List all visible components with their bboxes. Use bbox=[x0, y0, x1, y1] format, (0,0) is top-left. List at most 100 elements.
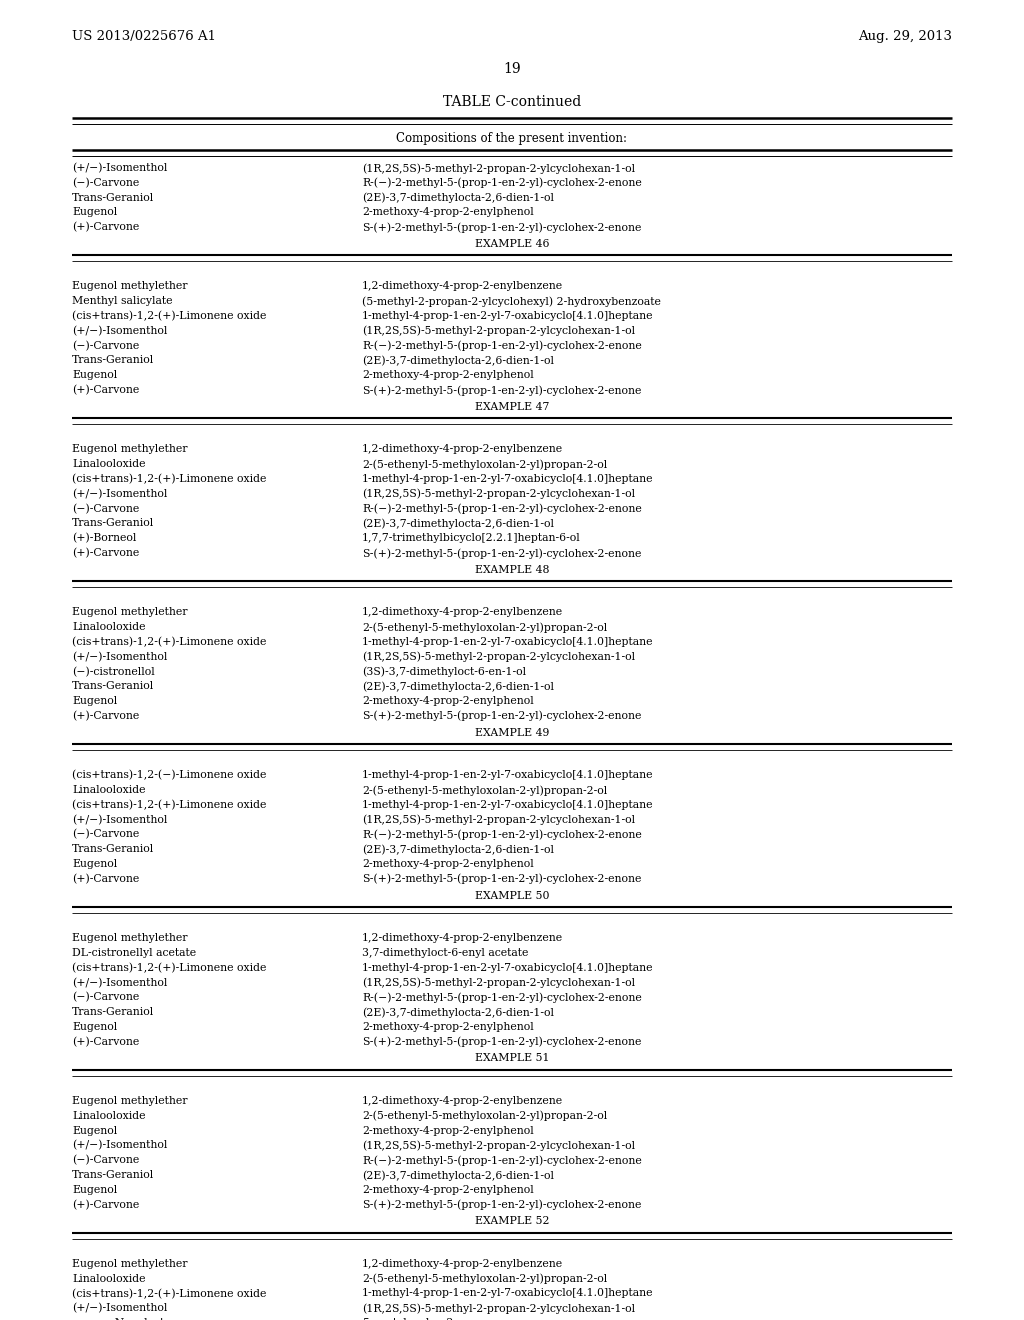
Text: 1-methyl-4-prop-1-en-2-yl-7-oxabicyclo[4.1.0]heptane: 1-methyl-4-prop-1-en-2-yl-7-oxabicyclo[4… bbox=[362, 770, 653, 780]
Text: EXAMPLE 52: EXAMPLE 52 bbox=[475, 1217, 549, 1226]
Text: (+/−)-Isomenthol: (+/−)-Isomenthol bbox=[72, 488, 167, 499]
Text: DL-cistronellyl acetate: DL-cistronellyl acetate bbox=[72, 948, 197, 958]
Text: EXAMPLE 47: EXAMPLE 47 bbox=[475, 401, 549, 412]
Text: (1R,2S,5S)-5-methyl-2-propan-2-ylcyclohexan-1-ol: (1R,2S,5S)-5-methyl-2-propan-2-ylcyclohe… bbox=[362, 978, 635, 989]
Text: 2-(5-ethenyl-5-methyloxolan-2-yl)propan-2-ol: 2-(5-ethenyl-5-methyloxolan-2-yl)propan-… bbox=[362, 785, 607, 796]
Text: Linalooloxide: Linalooloxide bbox=[72, 622, 145, 632]
Text: Trans-Geraniol: Trans-Geraniol bbox=[72, 1170, 155, 1180]
Text: Eugenol: Eugenol bbox=[72, 859, 118, 869]
Text: 1,2-dimethoxy-4-prop-2-enylbenzene: 1,2-dimethoxy-4-prop-2-enylbenzene bbox=[362, 445, 563, 454]
Text: (2E)-3,7-dimethylocta-2,6-dien-1-ol: (2E)-3,7-dimethylocta-2,6-dien-1-ol bbox=[362, 681, 554, 692]
Text: US 2013/0225676 A1: US 2013/0225676 A1 bbox=[72, 30, 216, 44]
Text: (cis+trans)-1,2-(+)-Limonene oxide: (cis+trans)-1,2-(+)-Limonene oxide bbox=[72, 312, 266, 322]
Text: Linalooloxide: Linalooloxide bbox=[72, 1111, 145, 1121]
Text: 5-pentyloxolan-2-one: 5-pentyloxolan-2-one bbox=[362, 1319, 477, 1320]
Text: (−)-cistronellol: (−)-cistronellol bbox=[72, 667, 155, 677]
Text: 1-methyl-4-prop-1-en-2-yl-7-oxabicyclo[4.1.0]heptane: 1-methyl-4-prop-1-en-2-yl-7-oxabicyclo[4… bbox=[362, 962, 653, 973]
Text: (+)-Carvone: (+)-Carvone bbox=[72, 711, 139, 721]
Text: Trans-Geraniol: Trans-Geraniol bbox=[72, 845, 155, 854]
Text: (+)-Carvone: (+)-Carvone bbox=[72, 385, 139, 396]
Text: 19: 19 bbox=[503, 62, 521, 77]
Text: S-(+)-2-methyl-5-(prop-1-en-2-yl)-cyclohex-2-enone: S-(+)-2-methyl-5-(prop-1-en-2-yl)-cycloh… bbox=[362, 222, 641, 232]
Text: 2-methoxy-4-prop-2-enylphenol: 2-methoxy-4-prop-2-enylphenol bbox=[362, 1022, 534, 1032]
Text: (cis+trans)-1,2-(+)-Limonene oxide: (cis+trans)-1,2-(+)-Limonene oxide bbox=[72, 962, 266, 973]
Text: (+/−)-Isomenthol: (+/−)-Isomenthol bbox=[72, 978, 167, 987]
Text: (cis+trans)-1,2-(+)-Limonene oxide: (cis+trans)-1,2-(+)-Limonene oxide bbox=[72, 474, 266, 484]
Text: (+)-Carvone: (+)-Carvone bbox=[72, 222, 139, 232]
Text: (+)-Carvone: (+)-Carvone bbox=[72, 1036, 139, 1047]
Text: (1R,2S,5S)-5-methyl-2-propan-2-ylcyclohexan-1-ol: (1R,2S,5S)-5-methyl-2-propan-2-ylcyclohe… bbox=[362, 1303, 635, 1313]
Text: Eugenol methylether: Eugenol methylether bbox=[72, 1096, 187, 1106]
Text: S-(+)-2-methyl-5-(prop-1-en-2-yl)-cyclohex-2-enone: S-(+)-2-methyl-5-(prop-1-en-2-yl)-cycloh… bbox=[362, 711, 641, 722]
Text: Menthyl salicylate: Menthyl salicylate bbox=[72, 296, 172, 306]
Text: EXAMPLE 49: EXAMPLE 49 bbox=[475, 727, 549, 738]
Text: (+)-Borneol: (+)-Borneol bbox=[72, 533, 136, 544]
Text: Eugenol methylether: Eugenol methylether bbox=[72, 933, 187, 942]
Text: 2-methoxy-4-prop-2-enylphenol: 2-methoxy-4-prop-2-enylphenol bbox=[362, 859, 534, 869]
Text: Eugenol methylether: Eugenol methylether bbox=[72, 445, 187, 454]
Text: (−)-Carvone: (−)-Carvone bbox=[72, 504, 139, 513]
Text: (2E)-3,7-dimethylocta-2,6-dien-1-ol: (2E)-3,7-dimethylocta-2,6-dien-1-ol bbox=[362, 1007, 554, 1018]
Text: Eugenol: Eugenol bbox=[72, 207, 118, 218]
Text: EXAMPLE 50: EXAMPLE 50 bbox=[475, 891, 549, 900]
Text: (−)-Carvone: (−)-Carvone bbox=[72, 829, 139, 840]
Text: Eugenol: Eugenol bbox=[72, 696, 118, 706]
Text: (+)-Carvone: (+)-Carvone bbox=[72, 1200, 139, 1210]
Text: 2-methoxy-4-prop-2-enylphenol: 2-methoxy-4-prop-2-enylphenol bbox=[362, 207, 534, 218]
Text: 2-(5-ethenyl-5-methyloxolan-2-yl)propan-2-ol: 2-(5-ethenyl-5-methyloxolan-2-yl)propan-… bbox=[362, 459, 607, 470]
Text: 3,7-dimethyloct-6-enyl acetate: 3,7-dimethyloct-6-enyl acetate bbox=[362, 948, 528, 958]
Text: (−)-Carvone: (−)-Carvone bbox=[72, 993, 139, 1003]
Text: Linalooloxide: Linalooloxide bbox=[72, 785, 145, 795]
Text: (2E)-3,7-dimethylocta-2,6-dien-1-ol: (2E)-3,7-dimethylocta-2,6-dien-1-ol bbox=[362, 1170, 554, 1180]
Text: (cis+trans)-1,2-(+)-Limonene oxide: (cis+trans)-1,2-(+)-Limonene oxide bbox=[72, 1288, 266, 1299]
Text: 1,2-dimethoxy-4-prop-2-enylbenzene: 1,2-dimethoxy-4-prop-2-enylbenzene bbox=[362, 1259, 563, 1269]
Text: Eugenol methylether: Eugenol methylether bbox=[72, 1259, 187, 1269]
Text: (+/−)-Isomenthol: (+/−)-Isomenthol bbox=[72, 162, 167, 173]
Text: Eugenol: Eugenol bbox=[72, 1185, 118, 1195]
Text: 2-methoxy-4-prop-2-enylphenol: 2-methoxy-4-prop-2-enylphenol bbox=[362, 1126, 534, 1135]
Text: Aug. 29, 2013: Aug. 29, 2013 bbox=[858, 30, 952, 44]
Text: R-(−)-2-methyl-5-(prop-1-en-2-yl)-cyclohex-2-enone: R-(−)-2-methyl-5-(prop-1-en-2-yl)-cycloh… bbox=[362, 341, 642, 351]
Text: (+/−)-Isomenthol: (+/−)-Isomenthol bbox=[72, 1140, 167, 1151]
Text: 1-methyl-4-prop-1-en-2-yl-7-oxabicyclo[4.1.0]heptane: 1-methyl-4-prop-1-en-2-yl-7-oxabicyclo[4… bbox=[362, 636, 653, 647]
Text: Linalooloxide: Linalooloxide bbox=[72, 459, 145, 469]
Text: R-(−)-2-methyl-5-(prop-1-en-2-yl)-cyclohex-2-enone: R-(−)-2-methyl-5-(prop-1-en-2-yl)-cycloh… bbox=[362, 993, 642, 1003]
Text: Trans-Geraniol: Trans-Geraniol bbox=[72, 519, 155, 528]
Text: 2-(5-ethenyl-5-methyloxolan-2-yl)propan-2-ol: 2-(5-ethenyl-5-methyloxolan-2-yl)propan-… bbox=[362, 1111, 607, 1122]
Text: (1R,2S,5S)-5-methyl-2-propan-2-ylcyclohexan-1-ol: (1R,2S,5S)-5-methyl-2-propan-2-ylcyclohe… bbox=[362, 488, 635, 499]
Text: (cis+trans)-1,2-(+)-Limonene oxide: (cis+trans)-1,2-(+)-Limonene oxide bbox=[72, 800, 266, 810]
Text: (1R,2S,5S)-5-methyl-2-propan-2-ylcyclohexan-1-ol: (1R,2S,5S)-5-methyl-2-propan-2-ylcyclohe… bbox=[362, 162, 635, 173]
Text: Eugenol methylether: Eugenol methylether bbox=[72, 607, 187, 618]
Text: (−)-Carvone: (−)-Carvone bbox=[72, 178, 139, 189]
Text: Trans-Geraniol: Trans-Geraniol bbox=[72, 681, 155, 692]
Text: Trans-Geraniol: Trans-Geraniol bbox=[72, 1007, 155, 1018]
Text: (2E)-3,7-dimethylocta-2,6-dien-1-ol: (2E)-3,7-dimethylocta-2,6-dien-1-ol bbox=[362, 519, 554, 529]
Text: (+)-Carvone: (+)-Carvone bbox=[72, 874, 139, 884]
Text: R-(−)-2-methyl-5-(prop-1-en-2-yl)-cyclohex-2-enone: R-(−)-2-methyl-5-(prop-1-en-2-yl)-cycloh… bbox=[362, 504, 642, 515]
Text: Eugenol: Eugenol bbox=[72, 1022, 118, 1032]
Text: S-(+)-2-methyl-5-(prop-1-en-2-yl)-cyclohex-2-enone: S-(+)-2-methyl-5-(prop-1-en-2-yl)-cycloh… bbox=[362, 548, 641, 558]
Text: 1,2-dimethoxy-4-prop-2-enylbenzene: 1,2-dimethoxy-4-prop-2-enylbenzene bbox=[362, 607, 563, 618]
Text: 2-methoxy-4-prop-2-enylphenol: 2-methoxy-4-prop-2-enylphenol bbox=[362, 1185, 534, 1195]
Text: S-(+)-2-methyl-5-(prop-1-en-2-yl)-cyclohex-2-enone: S-(+)-2-methyl-5-(prop-1-en-2-yl)-cycloh… bbox=[362, 385, 641, 396]
Text: 1,2-dimethoxy-4-prop-2-enylbenzene: 1,2-dimethoxy-4-prop-2-enylbenzene bbox=[362, 1096, 563, 1106]
Text: S-(+)-2-methyl-5-(prop-1-en-2-yl)-cyclohex-2-enone: S-(+)-2-methyl-5-(prop-1-en-2-yl)-cycloh… bbox=[362, 874, 641, 884]
Text: (2E)-3,7-dimethylocta-2,6-dien-1-ol: (2E)-3,7-dimethylocta-2,6-dien-1-ol bbox=[362, 193, 554, 203]
Text: (−)-Carvone: (−)-Carvone bbox=[72, 341, 139, 351]
Text: (3S)-3,7-dimethyloct-6-en-1-ol: (3S)-3,7-dimethyloct-6-en-1-ol bbox=[362, 667, 526, 677]
Text: TABLE C-continued: TABLE C-continued bbox=[442, 95, 582, 110]
Text: EXAMPLE 51: EXAMPLE 51 bbox=[475, 1053, 549, 1064]
Text: 2-methoxy-4-prop-2-enylphenol: 2-methoxy-4-prop-2-enylphenol bbox=[362, 696, 534, 706]
Text: 1,2-dimethoxy-4-prop-2-enylbenzene: 1,2-dimethoxy-4-prop-2-enylbenzene bbox=[362, 933, 563, 942]
Text: Eugenol: Eugenol bbox=[72, 1126, 118, 1135]
Text: 2-methoxy-4-prop-2-enylphenol: 2-methoxy-4-prop-2-enylphenol bbox=[362, 371, 534, 380]
Text: 1-methyl-4-prop-1-en-2-yl-7-oxabicyclo[4.1.0]heptane: 1-methyl-4-prop-1-en-2-yl-7-oxabicyclo[4… bbox=[362, 312, 653, 321]
Text: (1R,2S,5S)-5-methyl-2-propan-2-ylcyclohexan-1-ol: (1R,2S,5S)-5-methyl-2-propan-2-ylcyclohe… bbox=[362, 1140, 635, 1151]
Text: 1,2-dimethoxy-4-prop-2-enylbenzene: 1,2-dimethoxy-4-prop-2-enylbenzene bbox=[362, 281, 563, 292]
Text: (+/−)-Isomenthol: (+/−)-Isomenthol bbox=[72, 814, 167, 825]
Text: 2-(5-ethenyl-5-methyloxolan-2-yl)propan-2-ol: 2-(5-ethenyl-5-methyloxolan-2-yl)propan-… bbox=[362, 622, 607, 632]
Text: (2E)-3,7-dimethylocta-2,6-dien-1-ol: (2E)-3,7-dimethylocta-2,6-dien-1-ol bbox=[362, 845, 554, 855]
Text: S-(+)-2-methyl-5-(prop-1-en-2-yl)-cyclohex-2-enone: S-(+)-2-methyl-5-(prop-1-en-2-yl)-cycloh… bbox=[362, 1200, 641, 1210]
Text: 1-methyl-4-prop-1-en-2-yl-7-oxabicyclo[4.1.0]heptane: 1-methyl-4-prop-1-en-2-yl-7-oxabicyclo[4… bbox=[362, 474, 653, 484]
Text: Eugenol methylether: Eugenol methylether bbox=[72, 281, 187, 292]
